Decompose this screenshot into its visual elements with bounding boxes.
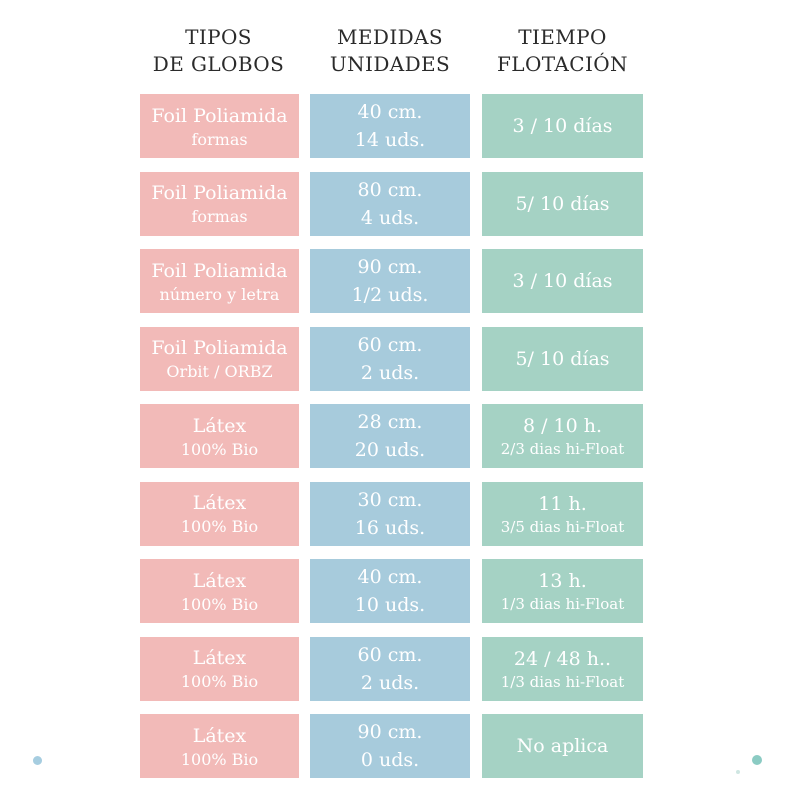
cell-line: 2 uds. (360, 671, 420, 694)
cell-line: 90 cm. (357, 721, 423, 743)
measure-cell: 40 cm. 14 uds. (310, 94, 470, 158)
cell-line: 2 uds. (360, 361, 420, 384)
measure-cell: 60 cm. 2 uds. (310, 326, 470, 391)
table-row: Látex 100% Bio 40 cm. 10 uds. 13 h. 1/3 dias … (0, 559, 800, 623)
float-cell: 3 / 10 días (482, 94, 643, 158)
cell-line: 1/3 dias hi-Float (500, 595, 625, 613)
measure-cell: 40 cm. 10 uds. (310, 559, 470, 623)
table-row: Látex 100% Bio 28 cm. 20 uds. 8 / 10 h. 2/3 d… (0, 404, 800, 468)
float-cell: 24 / 48 h.. 1/3 dias hi-Float (482, 636, 643, 701)
measure-cell: 80 cm. 4 uds. (310, 171, 470, 236)
header-line: UNIDADES (329, 52, 451, 76)
float-cell: 5/ 10 días (482, 171, 643, 236)
column-header-tipos: TIPOS DE GLOBOS (138, 24, 299, 78)
table-row: Foil Poliamida formas 80 cm. 4 uds. 5/ 10 dí… (0, 171, 800, 236)
cell-line: formas (191, 207, 248, 226)
cell-line: 1/3 dias hi-Float (500, 672, 625, 691)
float-cell: 5/ 10 días (482, 326, 643, 391)
float-cell: No aplica (482, 714, 643, 778)
cell-line: Foil Poliamida (151, 182, 288, 204)
type-cell: Látex 100% Bio (140, 636, 299, 701)
cell-line: 5/ 10 días (515, 347, 610, 370)
table-row: Foil Poliamida Orbit / ORBZ 60 cm. 2 uds. 5/… (0, 326, 800, 391)
cell-line: 100% Bio (180, 672, 259, 691)
type-cell: Látex 100% Bio (140, 404, 299, 468)
cell-line: 30 cm. (357, 488, 423, 511)
decorative-dot-teal (752, 755, 762, 765)
cell-line: Látex (192, 414, 247, 437)
cell-line: 28 cm. (357, 411, 423, 433)
cell-line: Foil Poliamida (151, 337, 288, 359)
header-line: MEDIDAS (337, 25, 443, 49)
table-row: Foil Poliamida formas 40 cm. 14 uds. 3 / 10 … (0, 94, 800, 158)
float-cell: 8 / 10 h. 2/3 dias hi-Float (482, 404, 643, 468)
cell-line: 20 uds. (354, 439, 426, 461)
header-line: DE GLOBOS (152, 52, 285, 76)
type-cell: Látex 100% Bio (140, 714, 299, 778)
cell-line: 3 / 10 días (512, 270, 613, 292)
cell-line: 24 / 48 h.. (513, 647, 612, 670)
float-cell: 13 h. 1/3 dias hi-Float (482, 559, 643, 623)
float-cell: 11 h. 3/5 dias hi-Float (482, 481, 643, 546)
cell-line: 80 cm. (357, 178, 423, 201)
type-cell: Foil Poliamida formas (140, 171, 299, 236)
cell-line: 8 / 10 h. (522, 415, 603, 437)
cell-line: 14 uds. (354, 129, 426, 151)
cell-line: 13 h. (538, 570, 587, 592)
type-cell: Foil Poliamida Orbit / ORBZ (140, 326, 299, 391)
decorative-dot-blue (33, 756, 42, 765)
cell-line: Látex (192, 492, 247, 514)
cell-line: 0 uds. (360, 749, 420, 771)
cell-line: Látex (192, 569, 247, 592)
cell-line: Látex (192, 647, 247, 669)
cell-line: número y letra (159, 284, 280, 304)
decorative-dot-speck (736, 770, 740, 774)
cell-line: No aplica (516, 735, 609, 757)
cell-line: 100% Bio (180, 594, 259, 614)
measure-cell: 90 cm. 1/2 uds. (310, 249, 470, 313)
cell-line: 3/5 dias hi-Float (500, 517, 625, 536)
measure-cell: 60 cm. 2 uds. (310, 636, 470, 701)
column-header-medidas: MEDIDAS UNIDADES (310, 24, 470, 78)
header-line: TIEMPO (518, 25, 607, 49)
type-cell: Foil Poliamida número y letra (140, 249, 299, 313)
table-row: Látex 100% Bio 90 cm. 0 uds. No aplica (0, 714, 800, 778)
cell-line: formas (191, 129, 248, 149)
float-cell: 3 / 10 días (482, 249, 643, 313)
cell-line: 10 uds. (354, 594, 426, 616)
cell-line: 4 uds. (360, 206, 420, 229)
measure-cell: 28 cm. 20 uds. (310, 404, 470, 468)
cell-line: 100% Bio (180, 517, 259, 536)
column-header-tiempo: TIEMPO FLOTACIÓN (482, 24, 643, 78)
cell-line: 2/3 dias hi-Float (500, 440, 625, 458)
cell-line: 5/ 10 días (515, 192, 610, 215)
cell-line: 60 cm. (357, 643, 423, 666)
cell-line: Orbit / ORBZ (166, 362, 273, 381)
cell-line: 40 cm. (357, 566, 423, 588)
type-cell: Látex 100% Bio (140, 481, 299, 546)
measure-cell: 30 cm. 16 uds. (310, 481, 470, 546)
cell-line: 3 / 10 días (512, 115, 613, 137)
cell-line: 11 h. (538, 492, 587, 515)
measure-cell: 90 cm. 0 uds. (310, 714, 470, 778)
cell-line: 40 cm. (357, 101, 423, 123)
cell-line: 100% Bio (180, 749, 259, 769)
cell-line: 1/2 uds. (351, 284, 429, 306)
header-line: TIPOS (185, 25, 252, 49)
header-line: FLOTACIÓN (497, 52, 628, 76)
table-row: Látex 100% Bio 60 cm. 2 uds. 24 / 48 h.. 1/3 … (0, 636, 800, 701)
table-row: Foil Poliamida número y letra 90 cm. 1/2 ud… (0, 249, 800, 313)
cell-line: Foil Poliamida (151, 259, 288, 282)
type-cell: Látex 100% Bio (140, 559, 299, 623)
cell-line: 100% Bio (180, 439, 259, 459)
table-row: Látex 100% Bio 30 cm. 16 uds. 11 h. 3/5 dias … (0, 481, 800, 546)
cell-line: Látex (192, 724, 247, 747)
type-cell: Foil Poliamida formas (140, 94, 299, 158)
cell-line: 60 cm. (357, 333, 423, 356)
cell-line: 16 uds. (354, 516, 426, 539)
cell-line: 90 cm. (357, 256, 423, 278)
cell-line: Foil Poliamida (151, 104, 288, 127)
